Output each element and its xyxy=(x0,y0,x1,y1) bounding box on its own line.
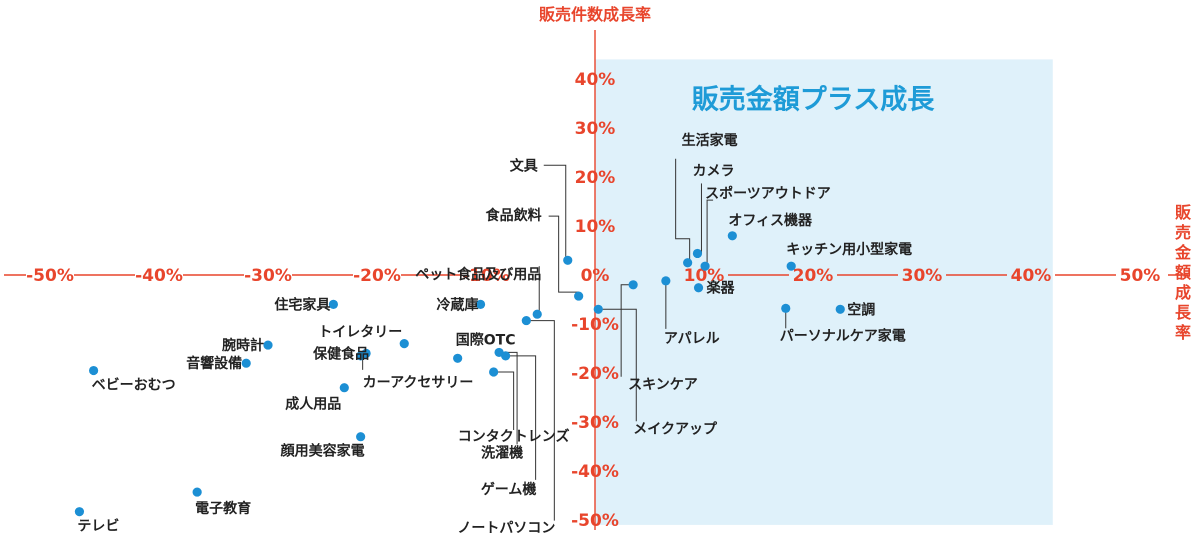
point-label: 空調 xyxy=(847,301,875,318)
point-label: 腕時計 xyxy=(222,337,264,354)
data-point xyxy=(356,351,366,361)
point-label: トイレタリー xyxy=(318,325,402,341)
data-point xyxy=(192,487,202,497)
point-label: 顔用美容家電 xyxy=(280,443,365,460)
data-point xyxy=(727,231,737,241)
data-point xyxy=(489,367,499,377)
region-label: 販売金額プラス成長 xyxy=(692,84,935,116)
data-point xyxy=(89,365,99,376)
point-label: アパレル xyxy=(664,331,720,347)
x-tick-label: 50% xyxy=(1120,266,1161,286)
point-label: 冷蔵庫 xyxy=(437,296,479,313)
data-point xyxy=(263,340,273,350)
positive-growth-region xyxy=(595,59,1053,525)
point-label: コンタクトレンズ xyxy=(458,428,570,445)
data-point xyxy=(399,339,409,349)
data-point xyxy=(74,507,85,517)
leader-line xyxy=(543,164,567,261)
leader-line xyxy=(548,215,579,293)
point-label: 国際OTC xyxy=(456,331,516,348)
data-point xyxy=(683,258,693,268)
x-tick-label: 40% xyxy=(1011,266,1052,286)
data-point xyxy=(356,432,366,442)
data-point xyxy=(700,261,710,271)
x-tick-labels: -50% -40% -30% -20% -10% 0% 10% 20% 30% 40% 50% xyxy=(26,266,1160,286)
data-point xyxy=(786,261,796,271)
x-tick-label: -10% xyxy=(462,266,510,286)
y-tick-label: -30% xyxy=(571,413,619,433)
point-label: テレビ xyxy=(77,519,119,535)
y-tick-label: 20% xyxy=(575,168,616,188)
point-label: 文具 xyxy=(510,157,538,174)
x-tick-label: 30% xyxy=(902,266,943,286)
y-tick-label: 30% xyxy=(575,119,616,139)
y-tick-label: -50% xyxy=(571,511,619,531)
data-point xyxy=(241,358,251,368)
y-tick-label: -40% xyxy=(571,462,619,482)
y-tick-label: 40% xyxy=(575,70,616,90)
y-tick-label: 10% xyxy=(575,217,616,237)
point-label: 洗濯機 xyxy=(481,444,523,461)
data-point xyxy=(521,315,531,326)
point-label: スポーツアウトドア xyxy=(705,185,831,202)
data-points xyxy=(74,231,845,517)
point-label: パーソナルケア家電 xyxy=(780,327,906,344)
point-label: カメラ xyxy=(692,163,734,179)
data-point xyxy=(475,299,486,309)
point-label: 成人用品 xyxy=(285,396,341,413)
leader-line xyxy=(493,371,515,431)
point-label: 電子教育 xyxy=(195,500,251,517)
x-tick-label: -50% xyxy=(26,266,74,286)
data-point xyxy=(501,351,511,361)
data-point xyxy=(532,309,542,319)
leader-line xyxy=(526,320,555,521)
y-tick-label: -20% xyxy=(571,364,619,384)
x-tick-label: -20% xyxy=(353,266,401,286)
x-axis-title: 販売金額成長率 xyxy=(1174,203,1192,342)
point-label: 保健食品 xyxy=(312,345,369,362)
point-label: キッチン用小型家電 xyxy=(786,241,912,258)
data-point xyxy=(563,255,573,265)
data-point xyxy=(593,304,603,314)
x-tick-label: -30% xyxy=(244,266,292,286)
x-tick-label: 10% xyxy=(684,266,725,286)
y-axis-title: 販売件数成長率 xyxy=(539,5,651,24)
x-tick-label: 0% xyxy=(581,266,610,286)
data-point xyxy=(628,280,638,290)
data-point xyxy=(835,304,845,314)
leader-line xyxy=(706,199,714,267)
point-label: ペット食品及び用品 xyxy=(415,266,541,283)
point-label: 住宅家具 xyxy=(274,296,330,313)
point-label: スキンケア xyxy=(628,377,698,393)
point-label: オフィス機器 xyxy=(728,212,813,229)
point-label: メイクアップ xyxy=(633,421,718,437)
leader-line xyxy=(598,308,637,422)
point-label: 楽器 xyxy=(706,280,736,297)
point-label: 食品飲料 xyxy=(486,207,542,224)
data-point xyxy=(453,353,463,363)
leader-line xyxy=(675,158,691,263)
point-label: ベビーおむつ xyxy=(92,378,176,394)
data-point xyxy=(693,283,704,293)
x-tick-label: 20% xyxy=(793,266,834,286)
point-label: 音響設備 xyxy=(186,355,242,372)
data-point xyxy=(328,299,338,309)
leader-line xyxy=(505,355,537,480)
x-tick-label: -40% xyxy=(135,266,183,286)
y-tick-labels: 40% 30% 20% 10% -10% -20% -30% -40% -50% xyxy=(571,70,619,531)
y-tick-label: -10% xyxy=(571,315,619,335)
data-point xyxy=(661,276,671,286)
point-label: 生活家電 xyxy=(682,132,738,149)
data-point xyxy=(574,291,584,301)
point-label: ゲーム機 xyxy=(481,481,537,498)
data-point xyxy=(781,303,791,313)
data-point xyxy=(339,383,349,393)
data-point xyxy=(692,248,703,259)
point-label: ノートパソコン xyxy=(457,521,555,537)
point-label: カーアクセサリー xyxy=(363,375,474,391)
